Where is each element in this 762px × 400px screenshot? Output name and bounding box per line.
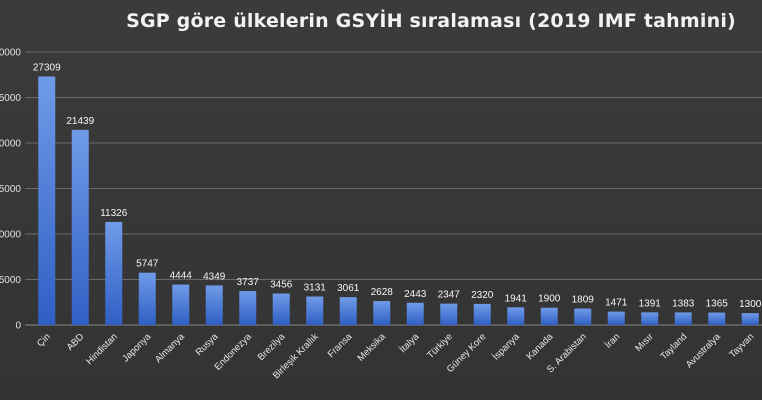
bar-value-label: 11326 [100, 208, 128, 219]
y-tick-label: 5000 [0, 184, 21, 195]
bar [741, 313, 759, 325]
bar-value-label: 1941 [505, 293, 528, 304]
bar-value-label: 1471 [605, 298, 628, 309]
bar-value-label: 3061 [337, 283, 360, 294]
x-tick-label: Almanya [153, 331, 187, 365]
bar [473, 303, 491, 325]
bar [339, 297, 357, 325]
x-tick-label: İspanya [491, 331, 523, 363]
bar-value-label: 4444 [170, 271, 193, 282]
bar-value-label: 1300 [739, 299, 762, 310]
x-tick-label: İran [603, 331, 622, 350]
bar [708, 312, 726, 325]
x-tick-label: Tayvan [727, 331, 756, 360]
bar [38, 76, 56, 325]
x-tick-label: Brezilya [256, 331, 288, 363]
bar-value-label: 4349 [203, 271, 226, 282]
bar-value-label: 27309 [33, 62, 61, 73]
x-tick-label: Meksika [355, 331, 388, 364]
bar [71, 129, 89, 325]
bar-value-label: 3131 [304, 283, 327, 294]
bar [105, 221, 123, 325]
bar-value-label: 2628 [371, 287, 394, 298]
bar-value-label: 2347 [438, 290, 461, 301]
y-tick-label: 0000 [0, 48, 21, 59]
bar-value-label: 2443 [404, 289, 427, 300]
x-tick-label: Endonezya [212, 331, 254, 373]
bar [574, 308, 592, 325]
bar [239, 290, 257, 325]
x-tick-label: ABD [65, 331, 87, 353]
y-tick-label: 5000 [0, 275, 21, 286]
x-tick-label: Japonya [120, 331, 154, 365]
bar-value-label: 1391 [639, 298, 662, 309]
bar-value-label: 2320 [471, 290, 494, 301]
bar [440, 303, 458, 325]
y-tick-label: 0 [15, 321, 21, 332]
bar [205, 285, 223, 325]
x-tick-label: Kanada [524, 331, 555, 362]
bar-value-label: 1900 [538, 294, 561, 305]
bar [507, 307, 525, 325]
x-tick-label: Rusya [194, 331, 221, 358]
y-tick-label: 0000 [0, 230, 21, 241]
x-tick-label: Çin [35, 331, 53, 349]
bar [641, 312, 659, 325]
bar [674, 312, 692, 325]
bar [540, 307, 558, 325]
x-tick-label: Fransa [326, 331, 355, 360]
y-axis-tick-labels: 0 5000 0000 5000 0000 5000 0000 [0, 48, 21, 332]
bar-value-label: 5747 [136, 259, 159, 270]
bar-value-label: 21439 [66, 116, 94, 127]
bar-value-label: 3456 [270, 280, 293, 291]
bar [138, 272, 156, 325]
x-tick-label: Türkiye [425, 331, 455, 361]
bar [172, 284, 190, 325]
bar-value-label: 1809 [572, 295, 595, 306]
bar [607, 311, 625, 325]
y-tick-label: 5000 [0, 93, 21, 104]
bar [306, 296, 324, 325]
bar-value-label: 1365 [706, 299, 729, 310]
bar-value-label: 1383 [672, 298, 695, 309]
y-tick-label: 0000 [0, 139, 21, 150]
x-tick-label: İtalya [398, 331, 422, 355]
x-tick-label: Tayland [658, 331, 689, 362]
bar [406, 302, 424, 325]
chart-title: SGP göre ülkelerin GSYİH sıralaması (201… [126, 10, 736, 32]
grid-lines [25, 51, 762, 326]
bar-value-labels: 27309 21439 11326 5747 4444 4349 3737 3456 3131 3… [33, 62, 762, 310]
x-tick-label: Mısır [633, 331, 656, 354]
bar [272, 293, 290, 325]
x-tick-label: Hindistan [84, 331, 120, 367]
x-tick-label: Avustralya [684, 331, 724, 371]
bar-value-label: 3737 [237, 277, 260, 288]
bars [38, 76, 759, 325]
bar [373, 301, 391, 325]
